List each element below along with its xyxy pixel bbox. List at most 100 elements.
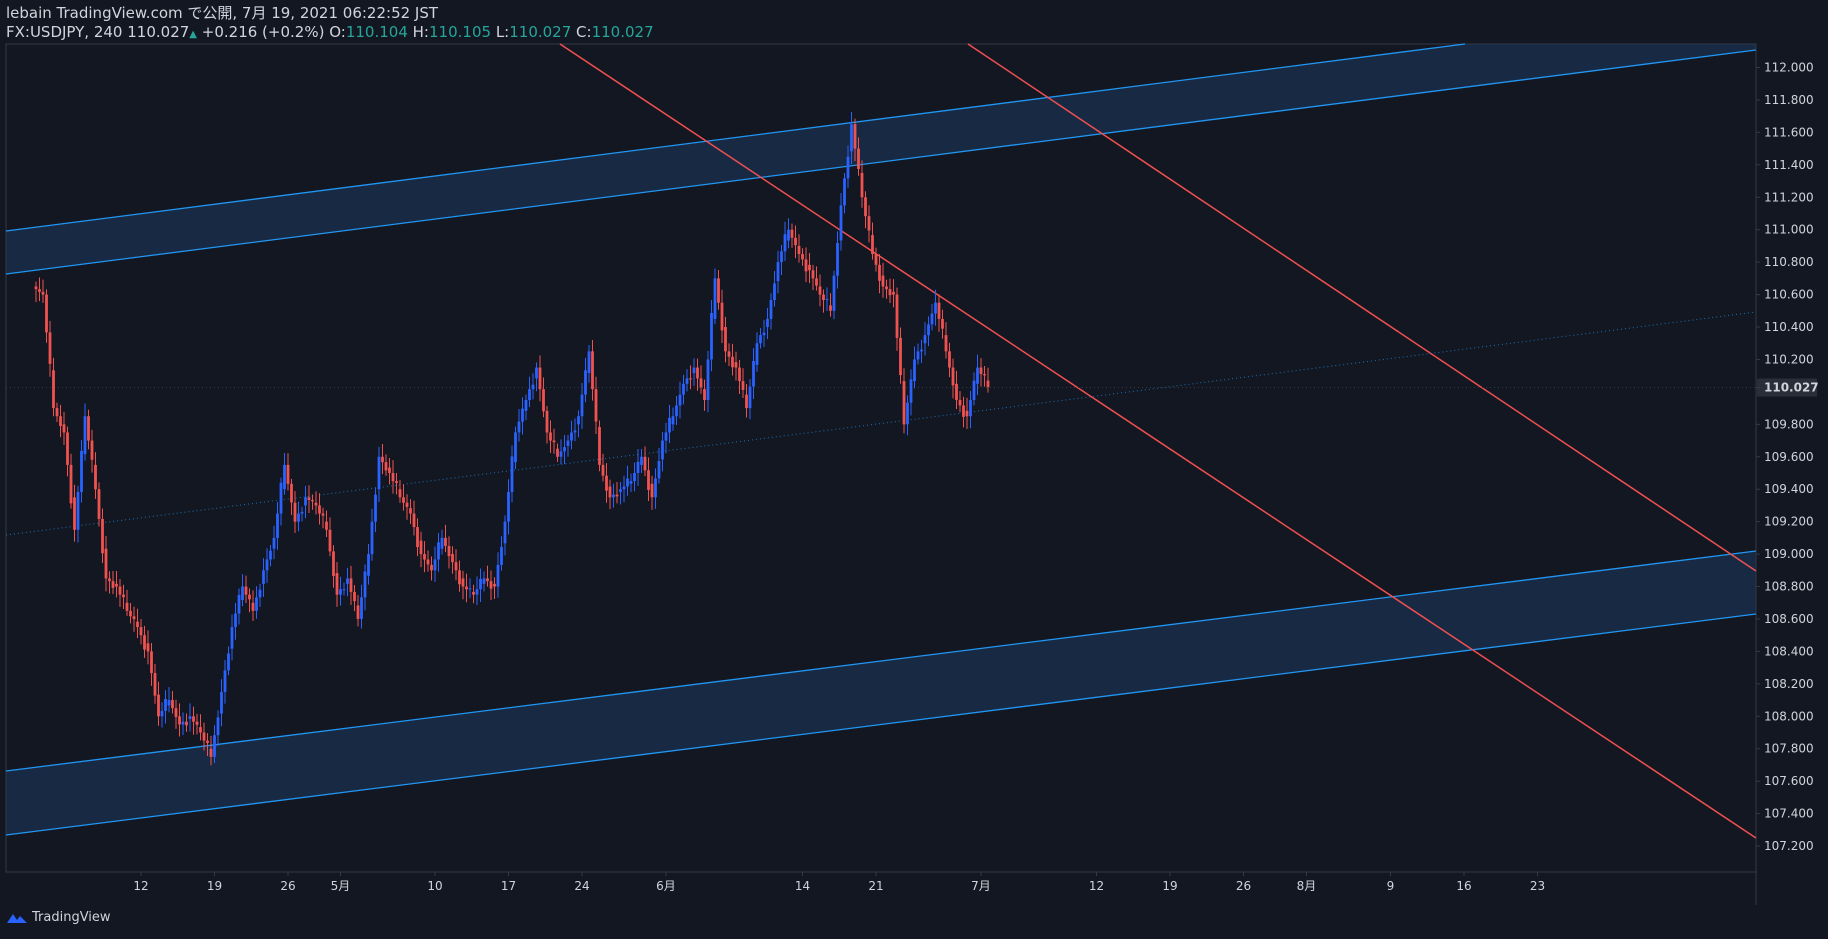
time-axis[interactable]: 12 19 26 5月 10 17 24 6月 14 21 7月 12 19 26 8月 9 16 23	[133, 872, 1545, 893]
candle-body	[440, 537, 444, 549]
candle-body	[636, 461, 640, 473]
candle-body	[895, 294, 899, 338]
lower-channel-bottom-line	[5, 613, 1757, 836]
candle-body	[171, 700, 174, 709]
candle-body	[55, 408, 59, 417]
time-tick-label: 5月	[331, 879, 351, 893]
price-tick-label: 110.027	[1764, 381, 1819, 395]
candle-body	[97, 489, 101, 519]
candle-body	[206, 740, 209, 744]
candle-body	[220, 691, 223, 714]
candle-body	[535, 367, 538, 379]
candle-body	[808, 264, 811, 271]
candle-body	[430, 564, 433, 571]
candle-body	[517, 421, 521, 433]
candle-body	[682, 383, 685, 395]
candle-body	[549, 432, 552, 441]
price-tick-label: 107.800	[1764, 742, 1814, 756]
price-axis[interactable]: 112.000 111.800 111.600 111.400 111.200 111.0…	[1756, 61, 1819, 854]
candle-body	[780, 251, 783, 263]
price-tick-label: 107.200	[1764, 839, 1814, 853]
candle-body	[384, 462, 388, 471]
candle-body	[566, 440, 570, 446]
candle-body	[871, 235, 874, 255]
candle-body	[132, 616, 136, 620]
candle-body	[948, 351, 951, 368]
candle-body	[101, 518, 104, 554]
time-tick-label: 19	[1162, 879, 1177, 893]
candle-body	[482, 578, 486, 584]
candle-body	[360, 597, 363, 619]
candle-body	[342, 589, 346, 591]
candle-body	[269, 550, 272, 560]
candle-body	[115, 583, 118, 587]
candle-body	[899, 337, 902, 376]
close-label: C:	[576, 23, 592, 41]
candle-body	[937, 302, 941, 319]
candle-body	[752, 360, 755, 387]
price-tick-label: 109.200	[1764, 515, 1814, 529]
candle-body	[675, 405, 678, 417]
candle-body	[983, 374, 986, 376]
candle-body	[874, 254, 878, 265]
candle-body	[741, 381, 745, 390]
candle-body	[801, 254, 804, 260]
candle-body	[692, 367, 696, 373]
candle-body	[283, 464, 286, 490]
candle-body	[500, 546, 503, 565]
red-trendline-lower	[559, 43, 1757, 839]
candle-body	[829, 305, 832, 311]
candle-body	[237, 595, 241, 614]
candle-body	[370, 521, 374, 555]
tradingview-footer: TradingView	[6, 910, 111, 925]
candle-body	[465, 586, 468, 590]
candle-body	[605, 475, 608, 491]
candle-body	[377, 456, 381, 490]
candle-body	[703, 389, 706, 401]
price-tick-label: 111.200	[1764, 190, 1814, 204]
candle-body	[227, 653, 230, 671]
price-tick-label: 108.600	[1764, 612, 1814, 626]
candle-body	[860, 172, 864, 198]
candle-body	[832, 275, 836, 311]
candle-body	[129, 610, 132, 617]
candle-body	[559, 451, 563, 457]
price-tick-label: 110.200	[1764, 352, 1814, 366]
candle-body	[818, 286, 822, 295]
price-tick-label: 109.000	[1764, 547, 1814, 561]
time-tick-label: 7月	[971, 879, 991, 893]
candle-body	[290, 483, 293, 503]
candle-body	[178, 716, 181, 725]
candle-body	[594, 389, 598, 422]
candle-body	[787, 229, 790, 241]
candle-body	[528, 389, 531, 401]
candle-body	[353, 591, 356, 602]
candle-body	[640, 456, 643, 465]
time-tick-label: 6月	[656, 879, 676, 893]
candle-body	[531, 384, 535, 390]
candle-body	[59, 416, 62, 426]
candle-body	[45, 294, 48, 333]
price-tick-label: 107.600	[1764, 774, 1814, 788]
tradingview-logo-icon	[7, 913, 27, 923]
candle-body	[783, 234, 787, 252]
price-tick-label: 108.800	[1764, 580, 1814, 594]
candle-body	[150, 651, 153, 674]
price-tick-label: 109.600	[1764, 450, 1814, 464]
candle-body	[412, 513, 416, 528]
up-arrow-icon: ▲	[189, 29, 197, 40]
candle-body	[94, 464, 97, 490]
upper-channel-bottom-line	[5, 49, 1757, 275]
candle-body	[223, 670, 227, 692]
candle-body	[916, 351, 920, 360]
lower-channel-top-line	[5, 550, 1757, 772]
candle-body	[349, 578, 353, 592]
candle-body	[153, 673, 157, 696]
price-tick-label: 111.800	[1764, 93, 1814, 107]
ohlc-legend: FX:USDJPY, 240 110.027▲ +0.216 (+0.2%) O…	[6, 23, 654, 44]
candle-body	[90, 440, 94, 460]
candle-body	[713, 278, 717, 319]
candle-body	[458, 570, 461, 585]
candle-body	[696, 367, 699, 379]
